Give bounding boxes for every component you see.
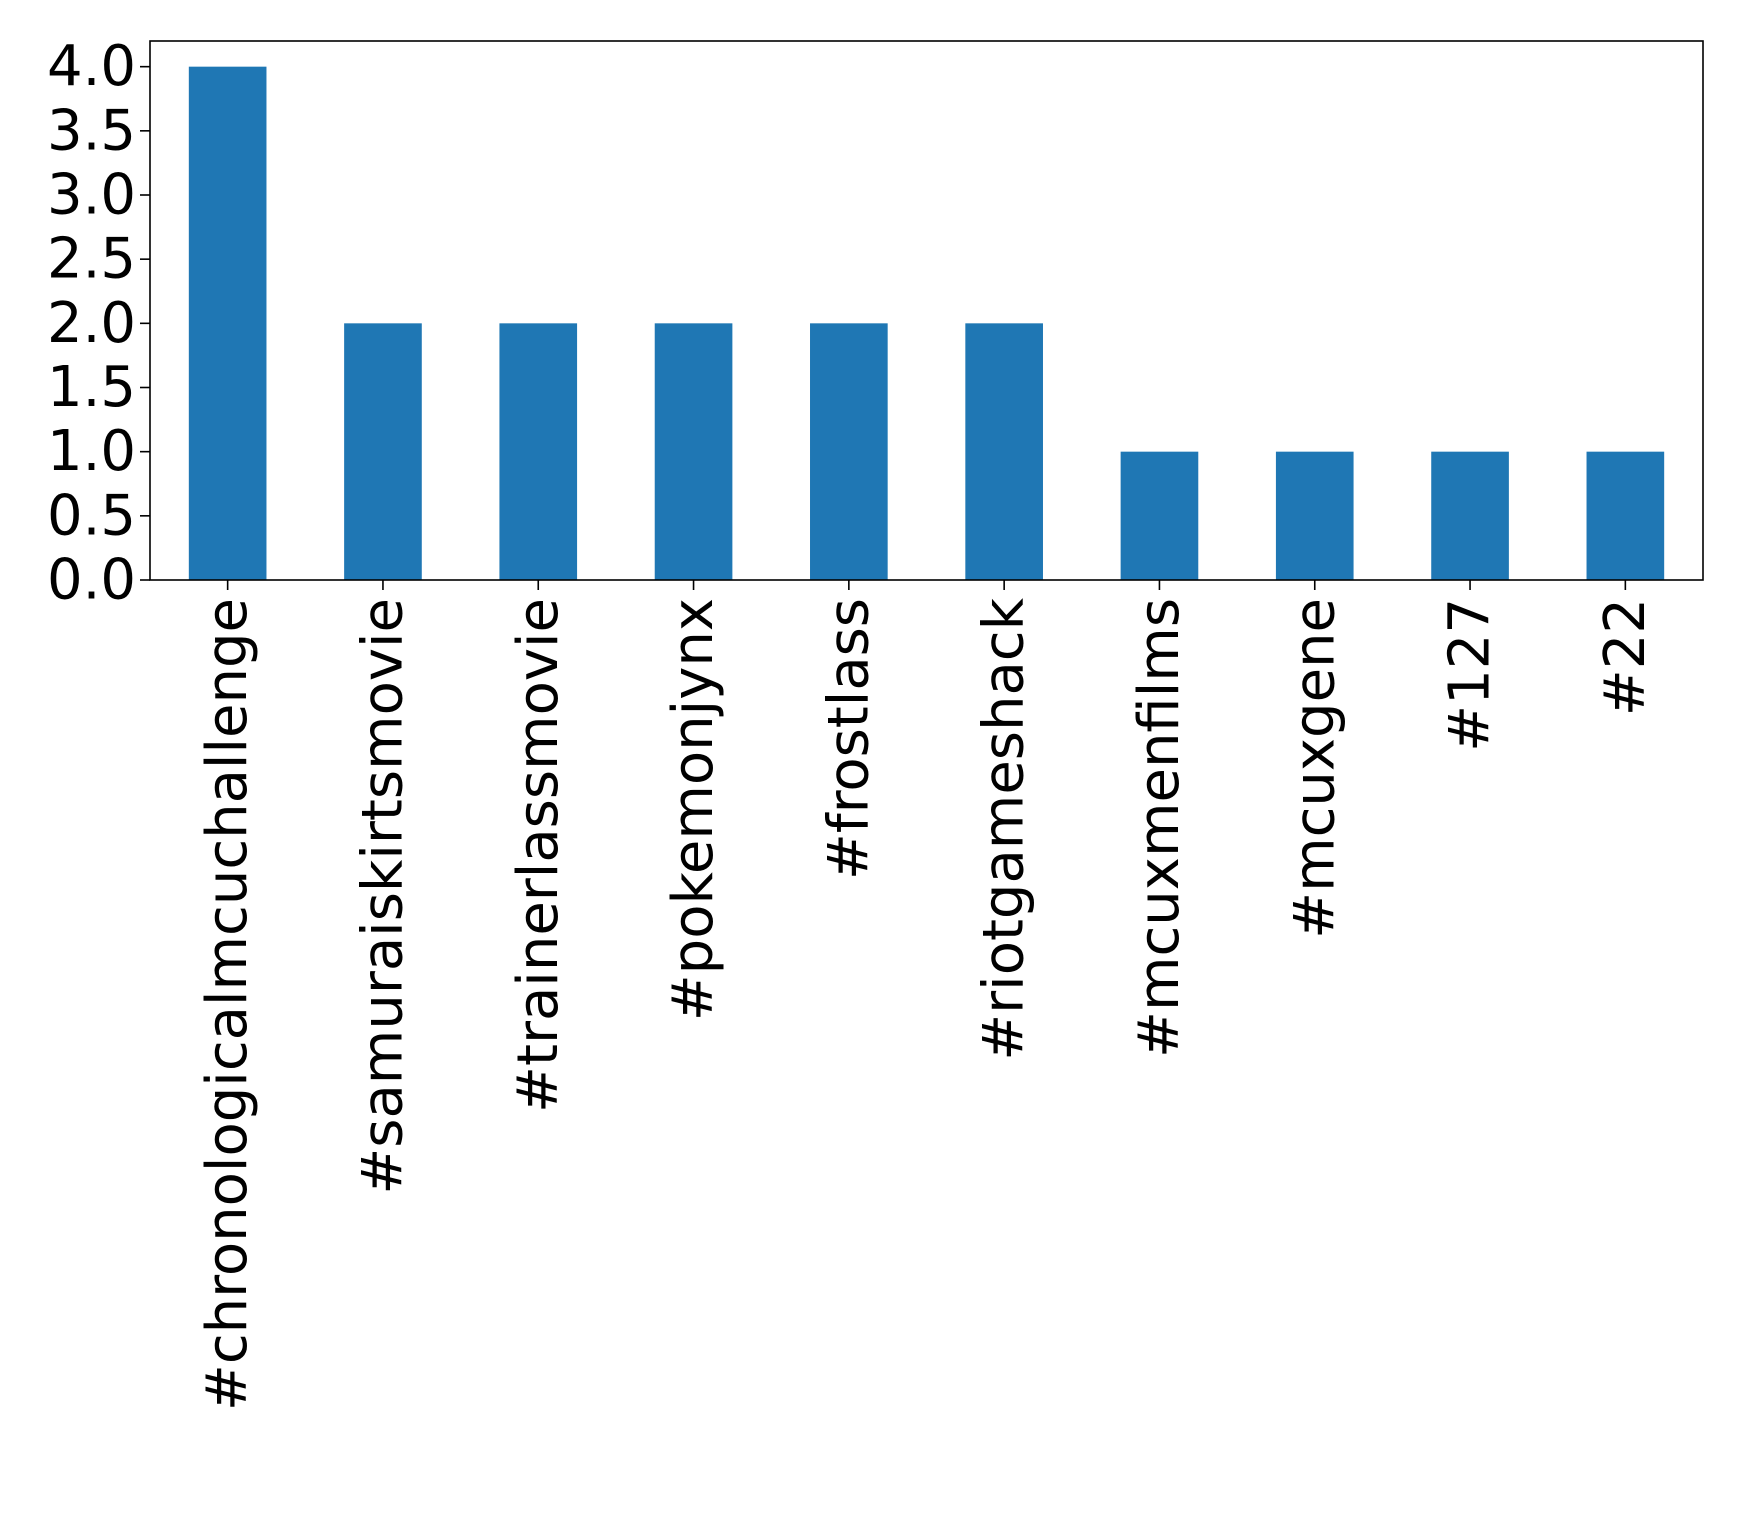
bar-2 <box>499 323 578 580</box>
bar-0 <box>188 66 267 581</box>
bar-3 <box>654 323 733 580</box>
x-axis: #chronologicalmcuchallenge #samuraiskirts… <box>195 580 1658 1411</box>
x-tick-label-9: #22 <box>1593 598 1658 716</box>
y-tick-label-1: 0.5 <box>47 483 136 548</box>
bar-4 <box>810 323 888 580</box>
x-tick-label-8: #127 <box>1438 598 1503 752</box>
bars-group <box>188 66 1665 581</box>
y-tick-label-6: 3.0 <box>47 163 136 228</box>
x-tick-label-1: #samuraiskirtsmovie <box>350 598 415 1195</box>
y-tick-label-3: 1.5 <box>47 355 136 420</box>
y-tick-label-4: 2.0 <box>47 291 136 356</box>
x-tick-label-2: #trainerlassmovie <box>506 598 571 1113</box>
y-tick-label-7: 3.5 <box>47 98 136 163</box>
x-tick-label-7: #mcuxgene <box>1282 598 1347 939</box>
y-tick-label-0: 0.0 <box>47 548 136 613</box>
x-tick-label-6: #mcuxmenfilms <box>1127 598 1192 1058</box>
y-axis: 0.00.51.01.52.02.53.03.54.0 <box>47 34 150 613</box>
y-tick-label-2: 1.0 <box>47 419 136 484</box>
bar-1 <box>344 323 422 580</box>
x-tick-label-0: #chronologicalmcuchallenge <box>195 598 260 1411</box>
x-tick-label-5: #riotgameshack <box>972 597 1037 1060</box>
bar-5 <box>965 323 1043 580</box>
bar-6 <box>1120 451 1199 580</box>
y-tick-label-5: 2.5 <box>47 227 136 292</box>
x-tick-label-3: #pokemonjynx <box>661 598 726 1021</box>
y-tick-label-8: 4.0 <box>47 34 136 99</box>
x-tick-label-4: #frostlass <box>816 598 881 880</box>
plot-frame <box>149 40 1704 581</box>
bar-8 <box>1431 451 1509 580</box>
bar-9 <box>1586 451 1665 580</box>
bar-7 <box>1275 451 1354 580</box>
